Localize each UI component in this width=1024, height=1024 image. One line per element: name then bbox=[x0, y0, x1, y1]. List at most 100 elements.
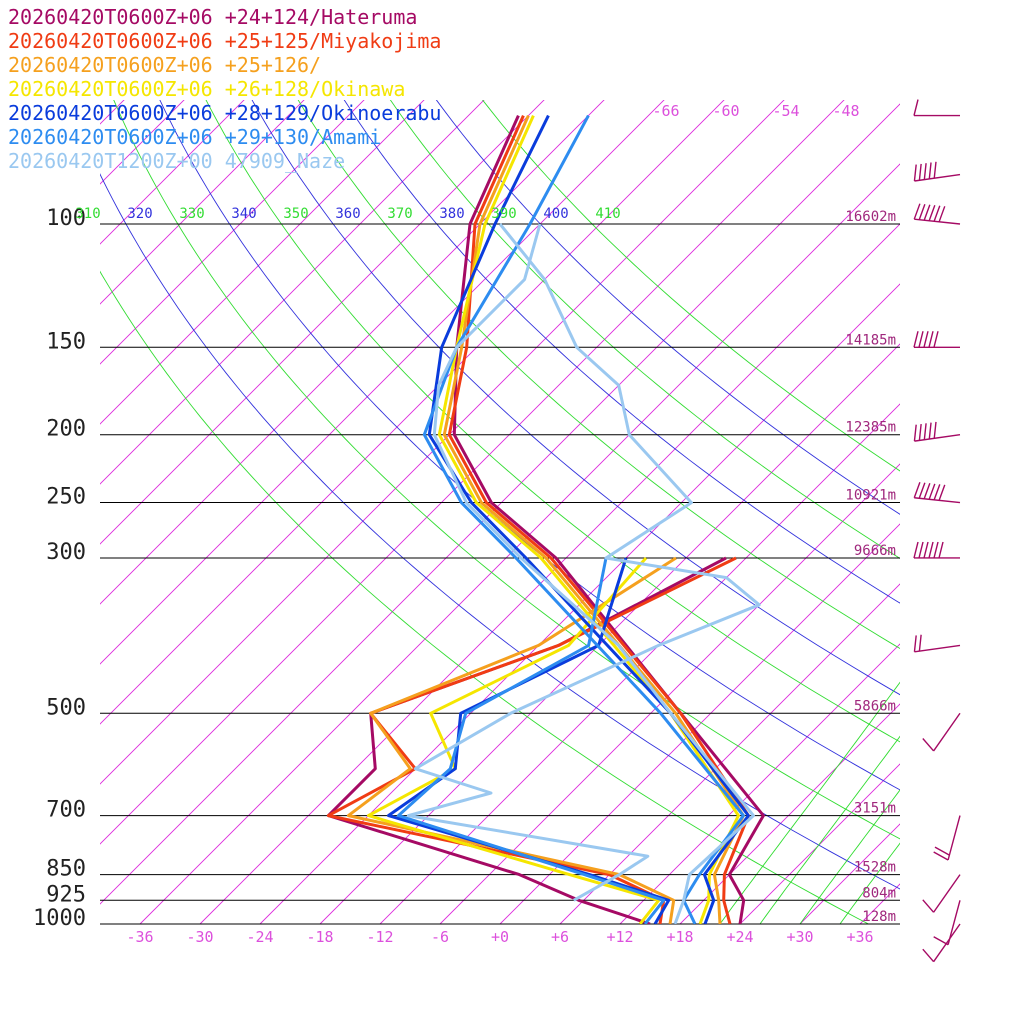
theta-label: 390 bbox=[491, 206, 516, 222]
dry-adiabat-line bbox=[100, 270, 870, 924]
legend-entry: 20260420T0600Z+06 +26+128/Okinawa bbox=[8, 77, 405, 101]
isotherm-line bbox=[100, 100, 725, 725]
dry-adiabat-line bbox=[343, 100, 900, 604]
wind-barb bbox=[913, 421, 961, 442]
pressure-label: 150 bbox=[46, 329, 86, 354]
isotherm-line bbox=[100, 100, 845, 845]
height-label: 128m bbox=[862, 909, 896, 925]
dry-adiabat-line bbox=[297, 100, 900, 650]
isotherm-line bbox=[100, 100, 305, 305]
theta-label: 310 bbox=[75, 206, 100, 222]
height-label: 10921m bbox=[845, 488, 896, 504]
temperature-line bbox=[432, 223, 755, 924]
barb-flag bbox=[913, 482, 921, 498]
barb-flag bbox=[933, 205, 941, 222]
theta-label: 360 bbox=[335, 206, 360, 222]
theta-label: 320 bbox=[127, 206, 152, 222]
dewpoint-line bbox=[346, 556, 677, 924]
isotherm-label: -60 bbox=[712, 102, 739, 120]
x-tick-label: +12 bbox=[606, 928, 633, 946]
barb-flag bbox=[918, 203, 926, 220]
height-label: 1528m bbox=[854, 860, 896, 876]
wind-barb bbox=[913, 161, 961, 182]
dry-adiabat-line bbox=[435, 100, 900, 515]
legend-entry: 20260420T0600Z+06 +25+125/Miyakojima bbox=[8, 29, 441, 53]
theta-label: 370 bbox=[387, 206, 412, 222]
moist-adiabat-line bbox=[799, 789, 900, 924]
moist-adiabat-line bbox=[759, 735, 900, 924]
dewpoint-line bbox=[406, 223, 761, 902]
theta-label: 400 bbox=[543, 206, 568, 222]
x-tick-label: +36 bbox=[846, 928, 873, 946]
isotherm-line bbox=[199, 223, 900, 924]
barb-flag bbox=[928, 483, 936, 500]
wind-barb bbox=[913, 99, 960, 117]
barb-flag bbox=[913, 541, 919, 559]
barb-flag bbox=[928, 162, 932, 179]
x-tick-label: +24 bbox=[726, 928, 753, 946]
wind-barb bbox=[922, 712, 961, 752]
barb-staff bbox=[914, 173, 961, 182]
isotherm-line bbox=[980, 69, 1024, 924]
temperature-line bbox=[422, 114, 745, 924]
height-label: 12385m bbox=[845, 420, 896, 436]
barb-flag bbox=[933, 541, 939, 559]
moist-adiabat-grid bbox=[719, 681, 900, 924]
pressure-label: 500 bbox=[46, 695, 86, 720]
wind-barb bbox=[913, 482, 961, 504]
height-label: 3151m bbox=[854, 801, 896, 817]
barb-flag bbox=[918, 482, 926, 499]
wind-barb bbox=[913, 634, 961, 653]
isotherm-line bbox=[379, 403, 900, 924]
isotherm-line bbox=[100, 100, 545, 545]
pressure-label: 200 bbox=[46, 417, 86, 442]
barb-flag bbox=[928, 205, 936, 221]
temperature-line bbox=[447, 114, 750, 924]
x-tick-label: -24 bbox=[246, 928, 273, 946]
barb-staff bbox=[914, 497, 961, 504]
isotherm-line bbox=[100, 100, 245, 245]
barb-flag bbox=[918, 163, 922, 181]
barb-flag bbox=[918, 634, 922, 652]
height-label: 804m bbox=[862, 885, 896, 901]
isotherm-line bbox=[499, 523, 900, 924]
isotherm-line bbox=[100, 100, 425, 425]
x-tick-label: +6 bbox=[551, 928, 569, 946]
x-tick-label: -30 bbox=[186, 928, 213, 946]
barb-staff bbox=[947, 815, 961, 861]
dewpoint-line bbox=[396, 557, 666, 924]
barb-flag bbox=[913, 331, 919, 348]
barb-flag bbox=[918, 541, 924, 559]
x-tick-label: -12 bbox=[366, 928, 393, 946]
dry-adiabat-line bbox=[251, 100, 900, 696]
barb-flag bbox=[934, 846, 950, 856]
barb-staff bbox=[933, 712, 961, 752]
pressure-label: 850 bbox=[46, 857, 86, 882]
theta-label: 410 bbox=[595, 206, 620, 222]
temperature-line bbox=[427, 114, 750, 924]
dewpoint-line bbox=[386, 557, 671, 924]
theta-label: 330 bbox=[179, 206, 204, 222]
isotherm-line bbox=[100, 100, 185, 185]
height-label: 14185m bbox=[845, 332, 896, 348]
pressure-label: 700 bbox=[46, 798, 86, 823]
temperature-line bbox=[442, 114, 745, 924]
x-tick-label: +30 bbox=[786, 928, 813, 946]
moist-adiabat-line bbox=[719, 681, 900, 924]
barb-flag bbox=[922, 738, 935, 752]
theta-label: 350 bbox=[283, 206, 308, 222]
barb-flag bbox=[918, 423, 922, 441]
x-tick-label: -36 bbox=[126, 928, 153, 946]
barb-flag bbox=[922, 899, 935, 913]
barb-staff bbox=[914, 644, 961, 653]
barb-flag bbox=[938, 484, 946, 501]
barb-staff bbox=[914, 434, 961, 442]
isobar-grid bbox=[100, 223, 900, 925]
wind-barb bbox=[933, 815, 961, 861]
barb-flag bbox=[928, 331, 934, 348]
barb-flag bbox=[933, 484, 941, 501]
barb-staff bbox=[914, 218, 961, 225]
isotherm-label: -54 bbox=[772, 102, 799, 120]
dewpoint-line bbox=[326, 556, 727, 924]
